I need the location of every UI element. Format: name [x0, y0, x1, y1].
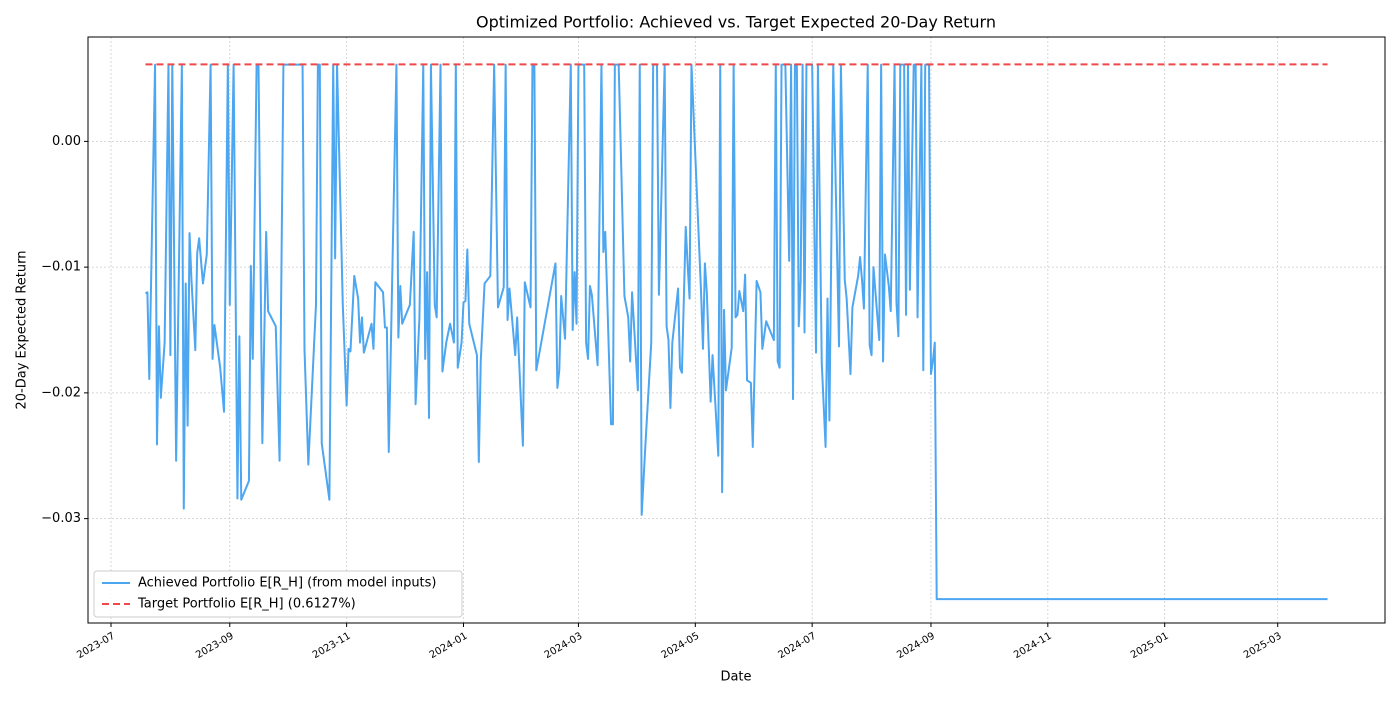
y-tick-label: −0.01 — [41, 260, 81, 275]
legend-label: Target Portfolio E[R_H] (0.6127%) — [137, 597, 356, 612]
chart-title: Optimized Portfolio: Achieved vs. Target… — [476, 13, 996, 32]
legend-label: Achieved Portfolio E[R_H] (from model in… — [138, 576, 437, 591]
legend-box — [93, 570, 463, 618]
y-tick-label: −0.02 — [41, 385, 81, 400]
plot-frame — [87, 36, 1386, 624]
legend: Achieved Portfolio E[R_H] (from model in… — [93, 570, 463, 618]
series-line — [144, 63, 1328, 601]
y-axis-label: 20-Day Expected Return — [15, 251, 30, 410]
y-tick-label: 0.00 — [52, 134, 81, 149]
y-tick-label: −0.03 — [41, 511, 81, 526]
x-axis-label: Date — [720, 670, 751, 685]
